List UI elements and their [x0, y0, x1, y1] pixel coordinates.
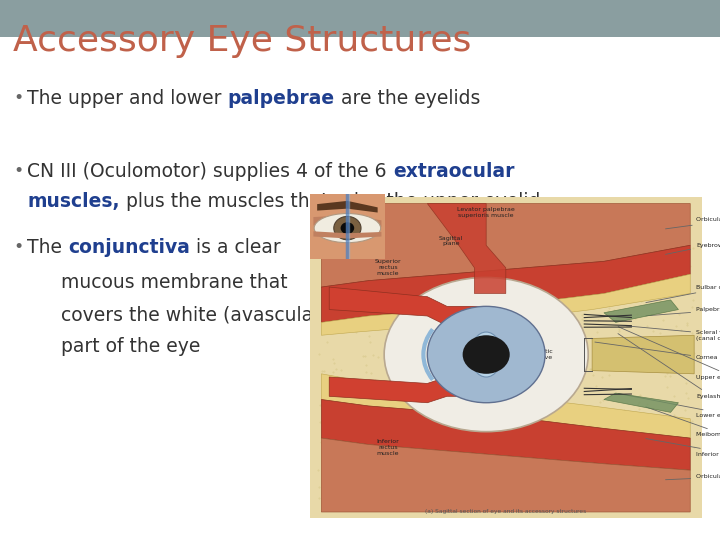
- Text: covers the white (avascular): covers the white (avascular): [61, 305, 328, 324]
- FancyBboxPatch shape: [310, 194, 385, 259]
- Polygon shape: [592, 335, 694, 374]
- Text: Superior
rectus
muscle: Superior rectus muscle: [375, 260, 401, 276]
- Text: muscles,: muscles,: [27, 192, 120, 211]
- Text: •: •: [13, 238, 23, 255]
- Text: Meibomian glands: Meibomian glands: [646, 407, 720, 437]
- Text: mucous membrane that: mucous membrane that: [61, 273, 288, 292]
- Text: extraocular: extraocular: [393, 162, 514, 181]
- Ellipse shape: [384, 278, 588, 431]
- Circle shape: [463, 335, 510, 374]
- Circle shape: [428, 306, 545, 403]
- Text: Inferior
rectus
muscle: Inferior rectus muscle: [377, 440, 400, 456]
- Circle shape: [341, 222, 354, 234]
- Polygon shape: [428, 204, 506, 294]
- Text: Eyebrow: Eyebrow: [665, 243, 720, 254]
- Polygon shape: [318, 201, 378, 213]
- Text: Optic
nerve: Optic nerve: [535, 349, 553, 360]
- Polygon shape: [321, 204, 690, 287]
- Text: Scleral venous sinus
(canal of Schlemm): Scleral venous sinus (canal of Schlemm): [626, 326, 720, 341]
- Text: Orbicularis oculi muscle: Orbicularis oculi muscle: [665, 217, 720, 229]
- Text: are the eyelids: are the eyelids: [335, 89, 480, 108]
- Polygon shape: [329, 287, 486, 326]
- Text: Levator palpebrae
superioris muscle: Levator palpebrae superioris muscle: [457, 207, 515, 218]
- Text: Upper eyelid (palpebra): Upper eyelid (palpebra): [618, 327, 720, 380]
- Polygon shape: [313, 231, 382, 239]
- Text: Bulbar conjunctiva: Bulbar conjunctiva: [646, 285, 720, 302]
- Text: plus the muscles that raise the upper eyelid: plus the muscles that raise the upper ey…: [120, 192, 540, 211]
- Circle shape: [334, 217, 361, 240]
- FancyBboxPatch shape: [310, 197, 702, 518]
- Text: palpebrae: palpebrae: [228, 89, 335, 108]
- Polygon shape: [321, 374, 690, 438]
- Polygon shape: [604, 300, 678, 322]
- Text: Eyelashes: Eyelashes: [618, 334, 720, 399]
- Polygon shape: [321, 274, 690, 335]
- Ellipse shape: [470, 332, 502, 377]
- Text: The upper and lower: The upper and lower: [27, 89, 228, 108]
- Text: CN III (Oculomotor) supplies 4 of the 6: CN III (Oculomotor) supplies 4 of the 6: [27, 162, 393, 181]
- Text: part of the eye: part of the eye: [61, 338, 201, 356]
- Text: Pupil: Pupil: [435, 331, 484, 353]
- Polygon shape: [313, 215, 382, 227]
- Text: Lower eyelid (palpebra): Lower eyelid (palpebra): [618, 394, 720, 418]
- Polygon shape: [604, 393, 678, 413]
- Text: Orbicularis oculi muscle: Orbicularis oculi muscle: [665, 474, 720, 480]
- Text: •: •: [13, 89, 23, 107]
- FancyBboxPatch shape: [0, 0, 720, 37]
- Polygon shape: [321, 438, 690, 512]
- Text: is a clear: is a clear: [190, 238, 281, 256]
- Text: Sagittal
plane: Sagittal plane: [438, 235, 463, 246]
- Text: The: The: [27, 238, 68, 256]
- Text: conjunctiva: conjunctiva: [68, 238, 190, 256]
- Ellipse shape: [314, 213, 381, 242]
- Text: Accessory Eye Structures: Accessory Eye Structures: [13, 24, 472, 57]
- Text: Lens: Lens: [435, 342, 484, 355]
- Text: •: •: [13, 162, 23, 180]
- Text: (a) Sagittal section of eye and its accessory structures: (a) Sagittal section of eye and its acce…: [426, 509, 586, 514]
- Polygon shape: [321, 245, 690, 322]
- Polygon shape: [329, 377, 486, 403]
- Text: Iris: Iris: [435, 370, 484, 396]
- Text: Palpebral conjunctiva: Palpebral conjunctiva: [646, 307, 720, 316]
- Text: Inferior oblique muscle: Inferior oblique muscle: [646, 438, 720, 457]
- Text: Cornea: Cornea: [595, 342, 719, 360]
- Polygon shape: [321, 400, 690, 470]
